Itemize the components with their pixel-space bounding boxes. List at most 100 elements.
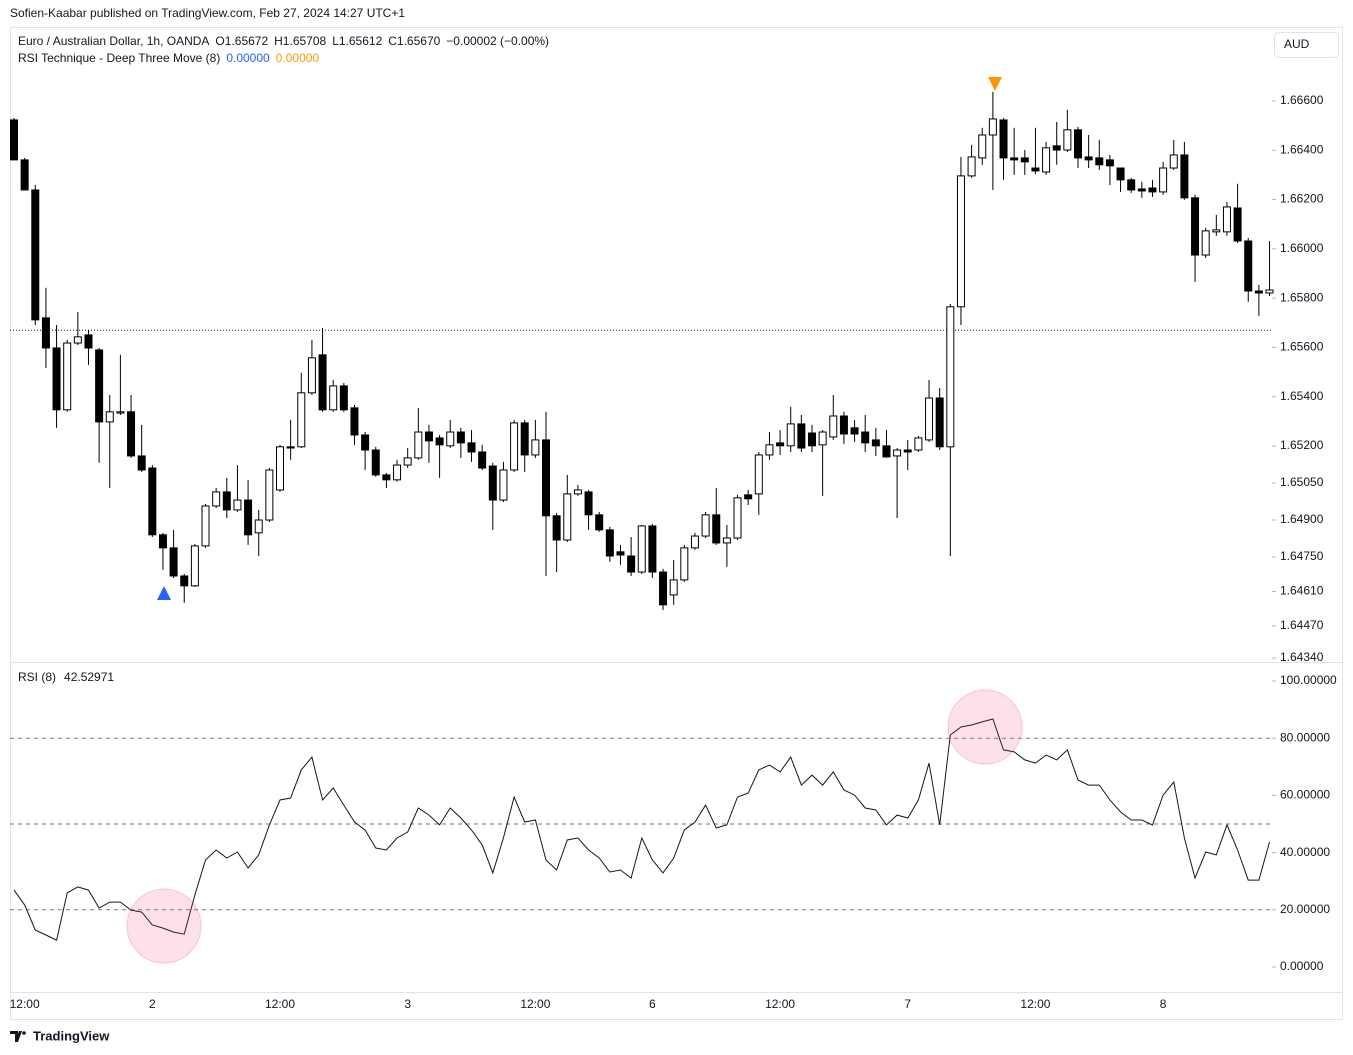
candle-body [1020, 157, 1029, 163]
candle-body [563, 493, 572, 541]
open-label: O1.65672 [215, 34, 268, 48]
candle-body [137, 455, 146, 471]
candle-body [1084, 156, 1093, 161]
candle-body [861, 431, 870, 444]
symbol: Euro / Australian Dollar, 1h, OANDA [18, 34, 209, 48]
candle-body [1244, 240, 1253, 292]
y-tick-label: 1.66200 [1280, 192, 1324, 206]
candle-body [690, 535, 699, 549]
candle-body [776, 442, 785, 447]
candle-body [41, 317, 50, 349]
candle-body [818, 431, 827, 446]
candle-body [925, 397, 934, 441]
y-tick-label: 1.65200 [1280, 438, 1324, 452]
candle-body [499, 469, 508, 501]
candle-body [1137, 188, 1146, 192]
change-label: −0.00002 (−0.00%) [446, 34, 549, 48]
candle-body [882, 445, 891, 458]
candle-body [222, 491, 231, 511]
candle-body [531, 439, 540, 456]
candle-body [1212, 229, 1221, 233]
candle-body [478, 451, 487, 469]
x-tick-label: 3 [404, 997, 411, 1011]
candle-body [467, 442, 476, 453]
candle-body [648, 525, 657, 573]
legend: Euro / Australian Dollar, 1h, OANDA O1.65… [18, 34, 549, 48]
candle-body [1105, 159, 1114, 167]
y-tick-label: 100.00000 [1280, 673, 1337, 687]
y-tick-label: 1.66000 [1280, 241, 1324, 255]
candle-body [329, 385, 338, 411]
candle-body [1148, 187, 1157, 193]
candle-body [552, 515, 561, 541]
candle-body [712, 514, 721, 544]
candle-body [659, 571, 668, 606]
candle-body [1127, 179, 1136, 191]
y-tick-label: 1.64750 [1280, 549, 1324, 563]
currency-box[interactable] [1274, 32, 1339, 58]
candle-body [850, 427, 859, 435]
candle-body [435, 437, 444, 446]
brand: TradingView [33, 1028, 110, 1043]
candle-body [286, 446, 295, 449]
buy-signal [157, 586, 171, 600]
y-tick-label: 0.00000 [1280, 959, 1324, 973]
candle-body [956, 175, 965, 308]
candle-body [371, 449, 380, 476]
candle-body [871, 439, 880, 447]
candle-body [339, 385, 348, 411]
candle-body [1052, 145, 1061, 151]
candle-body [148, 467, 157, 536]
indicator-value: 0.00000 [276, 51, 320, 65]
candle-body [1233, 207, 1242, 242]
candle-body [520, 422, 529, 456]
rsi-title: RSI (8) [18, 670, 56, 684]
rsi-legend: RSI (8) 42.52971 [18, 670, 114, 684]
candle-body [1169, 154, 1178, 169]
candle-body [839, 415, 848, 435]
candle-body [595, 514, 604, 531]
candle-body [233, 499, 242, 511]
candle-body [754, 454, 763, 495]
candle-body [446, 431, 455, 447]
logo-icon [10, 1031, 22, 1042]
published-note: Sofien-Kaabar published on TradingView.c… [10, 6, 405, 20]
logo-dot [22, 1031, 26, 1035]
candle-body [318, 354, 327, 411]
x-tick-label: 12:00 [520, 997, 550, 1011]
indicator-name: RSI Technique - Deep Three Move (8) [18, 51, 220, 65]
candle-body [1074, 129, 1082, 159]
candle-body [808, 432, 816, 447]
logo [10, 1031, 26, 1042]
candle-body [627, 555, 636, 573]
candle-body [31, 189, 40, 321]
x-tick-label: 12:00 [1020, 997, 1050, 1011]
candle-body [1254, 290, 1263, 294]
y-tick-label: 40.00000 [1280, 845, 1330, 859]
candle-body [605, 529, 614, 557]
y-tick-label: 1.64340 [1280, 650, 1324, 664]
rsi-value: 42.52971 [64, 670, 114, 684]
candle-body [935, 397, 944, 448]
candle-body [573, 489, 582, 495]
y-tick-label: 1.66400 [1280, 142, 1324, 156]
candle-body [893, 449, 902, 457]
x-tick-label: 12:00 [765, 997, 795, 1011]
candle-body [988, 118, 997, 136]
candle-body [999, 119, 1008, 159]
candle-body [967, 156, 976, 177]
candle-body [733, 497, 742, 539]
currency[interactable]: AUD [1284, 37, 1310, 51]
candle-body [73, 336, 82, 344]
candle-body [744, 494, 753, 500]
candle-body [63, 342, 72, 411]
y-tick-label: 60.00000 [1280, 788, 1330, 802]
candle-body [190, 545, 199, 587]
y-tick-label: 1.64470 [1280, 618, 1324, 632]
candle-body [701, 514, 710, 537]
candle-body [510, 422, 519, 471]
sell-signal [988, 77, 1002, 91]
candle-body [978, 134, 987, 159]
candle-body [1031, 167, 1040, 172]
y-tick-label: 1.65050 [1280, 475, 1324, 489]
